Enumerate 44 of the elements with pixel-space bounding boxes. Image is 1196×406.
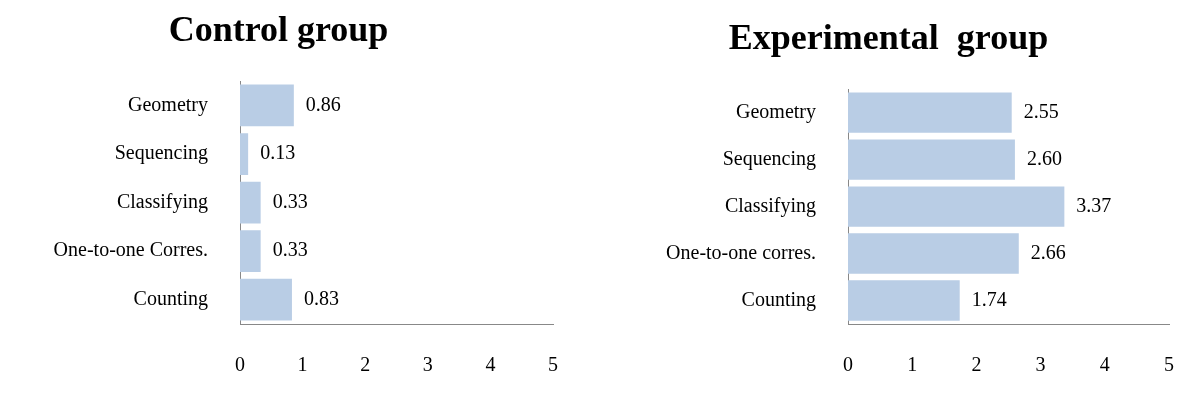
chart-title: Control group bbox=[168, 8, 389, 49]
bar bbox=[240, 181, 261, 224]
x-tick-label: 1 bbox=[297, 353, 308, 376]
chart-title: Experimental group bbox=[728, 16, 1049, 57]
y-tick-label: One-to-one corres. bbox=[666, 240, 816, 263]
data-label: 1.74 bbox=[971, 287, 1007, 310]
data-label: 0.13 bbox=[260, 141, 296, 164]
bar bbox=[240, 133, 249, 175]
y-tick-label: Geometry bbox=[736, 99, 816, 123]
x-tick-label: 4 bbox=[485, 353, 496, 376]
data-label: 2.60 bbox=[1026, 146, 1062, 169]
bar bbox=[848, 186, 1065, 227]
y-tick-label: Sequencing bbox=[722, 146, 816, 170]
bar bbox=[848, 139, 1015, 180]
x-tick-label: 0 bbox=[843, 353, 853, 376]
data-label: 0.33 bbox=[272, 189, 308, 212]
bar bbox=[848, 92, 1012, 133]
y-tick-label: Counting bbox=[133, 286, 208, 310]
bar bbox=[848, 233, 1019, 274]
data-label: 2.66 bbox=[1030, 240, 1066, 263]
x-tick-label: 3 bbox=[422, 353, 433, 376]
data-label: 3.37 bbox=[1076, 193, 1112, 216]
y-tick-label: Sequencing bbox=[114, 141, 208, 165]
bar bbox=[848, 280, 960, 321]
x-tick-label: 5 bbox=[1164, 353, 1174, 376]
x-tick-label: 2 bbox=[971, 353, 982, 376]
y-tick-label: Counting bbox=[741, 287, 816, 311]
bar bbox=[240, 84, 294, 127]
bar bbox=[240, 278, 292, 321]
x-tick-label: 0 bbox=[235, 353, 245, 376]
data-label: 0.86 bbox=[305, 92, 341, 115]
bar bbox=[240, 230, 261, 273]
y-tick-label: Geometry bbox=[128, 92, 208, 116]
y-tick-label: Classifying bbox=[116, 189, 208, 213]
data-label: 0.33 bbox=[272, 238, 308, 261]
x-tick-label: 5 bbox=[548, 353, 558, 376]
data-label: 0.83 bbox=[303, 286, 339, 309]
y-tick-label: One-to-one Corres. bbox=[53, 238, 208, 261]
x-tick-label: 2 bbox=[360, 353, 371, 376]
x-tick-label: 3 bbox=[1035, 353, 1046, 376]
x-tick-label: 4 bbox=[1099, 353, 1110, 376]
y-tick-label: Classifying bbox=[724, 193, 816, 217]
x-tick-label: 1 bbox=[907, 353, 918, 376]
data-label: 2.55 bbox=[1023, 99, 1059, 122]
